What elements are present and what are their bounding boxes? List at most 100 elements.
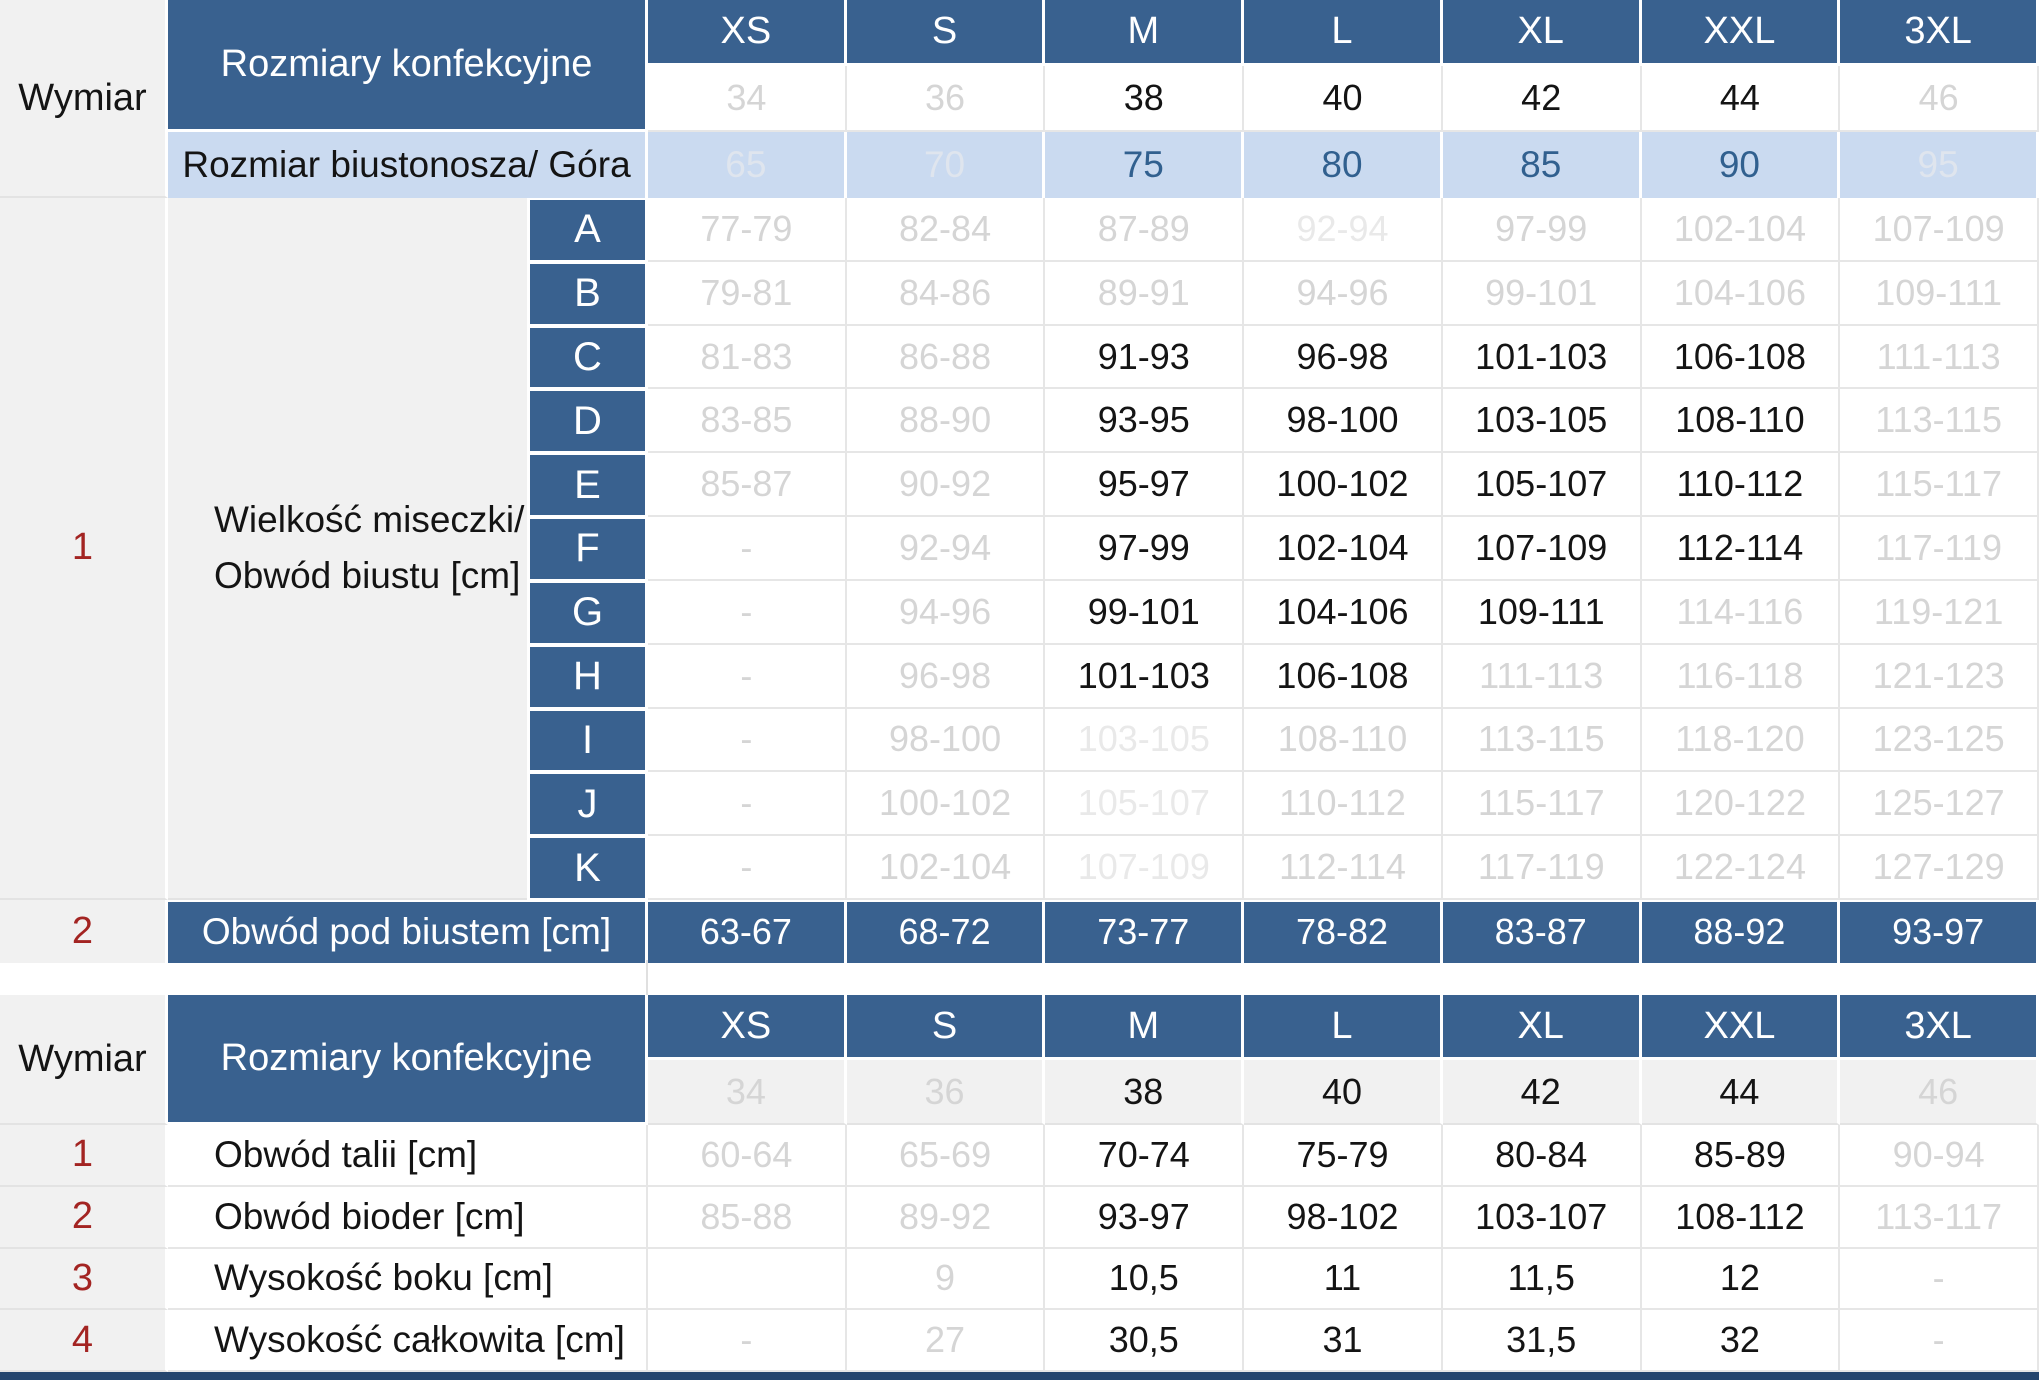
row-number-4: 4 bbox=[0, 1310, 168, 1372]
cup-range-cell: 106-108 bbox=[1244, 644, 1443, 709]
measure-value-cell: 93-97 bbox=[1045, 1186, 1245, 1249]
measure-value-cell: - bbox=[1840, 1310, 2039, 1372]
bra-band-value: 85 bbox=[1442, 132, 1642, 198]
measure-value-cell: 70-74 bbox=[1045, 1125, 1245, 1187]
confection-number-cell: 42 bbox=[1442, 1060, 1642, 1125]
cup-range-cell: 109-111 bbox=[1840, 261, 2039, 326]
cup-range-cell: 93-95 bbox=[1045, 389, 1245, 454]
confection-number-cell: 46 bbox=[1840, 1060, 2039, 1125]
cup-range-cell: 83-85 bbox=[648, 389, 847, 454]
cup-range-cell: 116-118 bbox=[1641, 644, 1841, 709]
size-header-3xl: 3XL bbox=[1840, 0, 2039, 66]
cup-range-cell: 92-94 bbox=[1244, 198, 1443, 262]
cup-range-cell: 104-106 bbox=[1244, 580, 1443, 645]
row-number-2: 2 bbox=[0, 1186, 168, 1249]
underbust-value: 93-97 bbox=[1840, 899, 2039, 963]
cup-range-cell: 102-104 bbox=[1244, 517, 1443, 581]
cup-range-cell: 108-110 bbox=[1641, 389, 1841, 454]
cup-range-cell: 113-115 bbox=[1840, 389, 2039, 454]
cup-range-cell: 119-121 bbox=[1840, 580, 2039, 645]
cup-range-cell: 120-122 bbox=[1641, 772, 1841, 837]
confection-number-cell: 46 bbox=[1840, 66, 2039, 132]
size-header-m: M bbox=[1045, 0, 1245, 66]
cup-range-cell: 103-105 bbox=[1045, 708, 1245, 773]
measure-value-cell: 113-117 bbox=[1840, 1186, 2039, 1249]
confection-number-cell: 44 bbox=[1641, 66, 1841, 132]
measure-row-label: Obwód bioder [cm] bbox=[168, 1186, 648, 1249]
cup-range-cell: 99-101 bbox=[1045, 580, 1245, 645]
size-header-xs: XS bbox=[648, 0, 847, 66]
size-header-xxl: XXL bbox=[1641, 995, 1841, 1060]
measure-value-cell: 10,5 bbox=[1045, 1248, 1245, 1311]
cup-range-cell: 109-111 bbox=[1442, 580, 1642, 645]
cup-range-cell: 94-96 bbox=[1244, 261, 1443, 326]
column-divider-line bbox=[646, 960, 648, 996]
measure-value-cell: 108-112 bbox=[1641, 1186, 1841, 1249]
measure-value-cell: 31,5 bbox=[1442, 1310, 1642, 1372]
row-number-1: 1 bbox=[0, 1125, 168, 1187]
cup-range-cell: 112-114 bbox=[1641, 517, 1841, 581]
measure-value-cell: 103-107 bbox=[1442, 1186, 1642, 1249]
size-header-xs: XS bbox=[648, 995, 847, 1060]
row-number-3: 3 bbox=[0, 1248, 168, 1311]
cup-range-cell: 106-108 bbox=[1641, 325, 1841, 390]
cup-range-cell: 87-89 bbox=[1045, 198, 1245, 262]
cup-range-cell: 94-96 bbox=[846, 580, 1046, 645]
cup-range-cell: 111-113 bbox=[1840, 325, 2039, 390]
measure-value-cell: - bbox=[1840, 1248, 2039, 1311]
size-header-xxl: XXL bbox=[1641, 0, 1841, 66]
measure-value-cell: 31 bbox=[1244, 1310, 1443, 1372]
cup-range-cell: 127-129 bbox=[1840, 836, 2039, 900]
cup-range-cell: 92-94 bbox=[846, 517, 1046, 581]
cup-range-cell: - bbox=[648, 517, 847, 581]
underbust-value: 73-77 bbox=[1045, 899, 1245, 963]
cup-letter-k: K bbox=[527, 836, 648, 900]
cup-range-cell: 122-124 bbox=[1641, 836, 1841, 900]
cup-range-cell: 97-99 bbox=[1045, 517, 1245, 581]
cup-range-cell: 112-114 bbox=[1244, 836, 1443, 900]
cup-range-cell: - bbox=[648, 644, 847, 709]
cup-range-cell: - bbox=[648, 772, 847, 837]
measure-value-cell: 11,5 bbox=[1442, 1248, 1642, 1311]
confection-number-cell: 34 bbox=[648, 66, 847, 132]
cup-letter-g: G bbox=[527, 580, 648, 645]
confection-number-cell: 42 bbox=[1442, 66, 1642, 132]
cup-range-cell: 105-107 bbox=[1442, 453, 1642, 518]
cup-range-cell: 95-97 bbox=[1045, 453, 1245, 518]
cup-range-cell: 111-113 bbox=[1442, 644, 1642, 709]
cup-range-cell: 102-104 bbox=[846, 836, 1046, 900]
cup-range-cell: 107-109 bbox=[1442, 517, 1642, 581]
measure-value-cell: 85-89 bbox=[1641, 1125, 1841, 1187]
cup-range-cell: 115-117 bbox=[1442, 772, 1642, 837]
measure-value-cell: 75-79 bbox=[1244, 1125, 1443, 1187]
size-header-s: S bbox=[846, 0, 1046, 66]
table1-header-label: Rozmiary konfekcyjne bbox=[168, 0, 648, 132]
cup-range-cell: 123-125 bbox=[1840, 708, 2039, 773]
cup-range-cell: 97-99 bbox=[1442, 198, 1642, 262]
cup-range-cell: 98-100 bbox=[1244, 389, 1443, 454]
measure-value-cell: - bbox=[648, 1310, 847, 1372]
cup-range-cell: 121-123 bbox=[1840, 644, 2039, 709]
table2-corner-label: Wymiar bbox=[0, 995, 168, 1125]
cup-range-cell: 114-116 bbox=[1641, 580, 1841, 645]
cup-size-label: Wielkość miseczki/ Obwód biustu [cm] bbox=[168, 198, 527, 900]
cup-letter-c: C bbox=[527, 325, 648, 390]
cup-range-cell: 107-109 bbox=[1840, 198, 2039, 262]
cup-range-cell: 82-84 bbox=[846, 198, 1046, 262]
size-header-l: L bbox=[1244, 995, 1443, 1060]
confection-number-cell: 40 bbox=[1244, 66, 1443, 132]
cup-range-cell: 81-83 bbox=[648, 325, 847, 390]
cup-letter-e: E bbox=[527, 453, 648, 518]
cup-range-cell: 77-79 bbox=[648, 198, 847, 262]
cup-letter-a: A bbox=[527, 198, 648, 262]
cup-range-cell: 98-100 bbox=[846, 708, 1046, 773]
underbust-value: 78-82 bbox=[1244, 899, 1443, 963]
cup-range-cell: 110-112 bbox=[1244, 772, 1443, 837]
cup-range-cell: 90-92 bbox=[846, 453, 1046, 518]
confection-number-cell: 40 bbox=[1244, 1060, 1443, 1125]
confection-number-cell: 36 bbox=[846, 66, 1046, 132]
cup-range-cell: 100-102 bbox=[1244, 453, 1443, 518]
confection-number-cell: 36 bbox=[846, 1060, 1046, 1125]
cup-letter-d: D bbox=[527, 389, 648, 454]
